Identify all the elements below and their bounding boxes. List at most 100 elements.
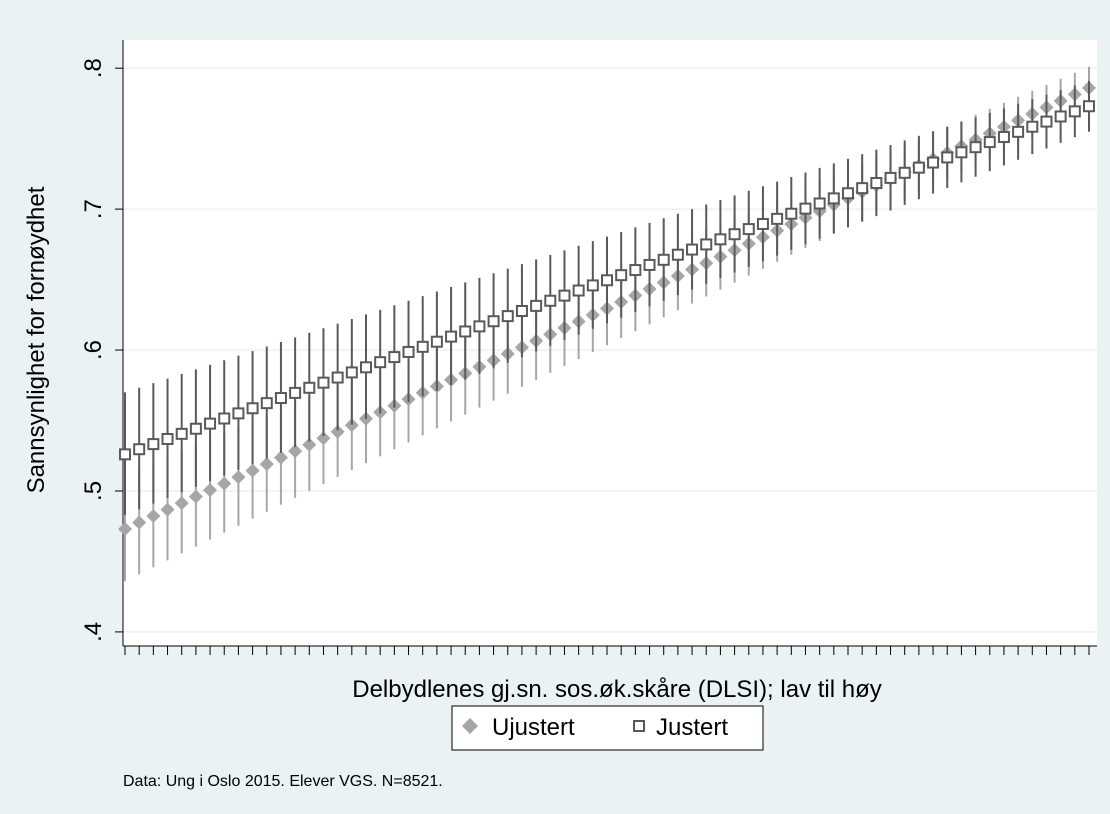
point-0-7	[217, 476, 232, 491]
point-1-60	[969, 141, 982, 154]
x-axis-label: Delbydlenes gj.sn. sos.øk.skåre (DLSI); …	[352, 676, 882, 703]
point-0-1	[132, 515, 147, 530]
point-1-36	[629, 264, 642, 277]
point-1-55	[898, 166, 911, 179]
point-1-56	[912, 161, 925, 174]
point-0-13	[302, 437, 317, 452]
plot-area	[123, 40, 1097, 646]
point-1-57	[927, 156, 940, 169]
series-layer	[118, 66, 1096, 582]
point-1-47	[785, 207, 798, 220]
point-0-10	[259, 457, 274, 472]
y-tick-label-1: .5	[80, 481, 107, 501]
point-1-16	[345, 366, 358, 379]
point-1-27	[501, 310, 514, 323]
point-1-61	[983, 136, 996, 149]
point-1-53	[870, 177, 883, 190]
legend-marker-ujustert	[462, 718, 478, 734]
point-1-0	[119, 448, 131, 461]
point-0-4	[174, 496, 189, 511]
point-1-8	[232, 407, 245, 420]
legend-box	[451, 705, 764, 751]
point-1-15	[331, 371, 344, 384]
point-1-23	[445, 330, 458, 343]
point-1-40	[686, 243, 699, 256]
point-1-39	[671, 248, 684, 261]
point-1-41	[700, 238, 713, 251]
point-1-38	[657, 253, 670, 266]
point-1-67	[1068, 105, 1081, 118]
point-1-37	[643, 258, 656, 271]
point-1-68	[1083, 100, 1095, 113]
point-1-3	[161, 432, 174, 445]
point-0-3	[160, 502, 175, 517]
point-1-1	[133, 443, 146, 456]
point-1-34	[601, 274, 613, 287]
point-1-64	[1026, 120, 1039, 133]
legend-label-justert: Justert	[656, 714, 728, 741]
point-1-26	[487, 315, 500, 328]
gridlines	[123, 67, 1097, 633]
point-1-42	[714, 233, 727, 246]
point-1-46	[771, 212, 784, 225]
point-1-9	[246, 402, 259, 415]
point-1-51	[842, 187, 854, 200]
legend-marker-justert	[633, 720, 645, 732]
point-1-43	[728, 228, 741, 241]
point-1-33	[586, 279, 599, 292]
point-0-9	[245, 463, 260, 478]
y-tick-label-2: .6	[80, 340, 107, 360]
point-1-10	[260, 397, 273, 410]
point-1-20	[402, 345, 415, 358]
point-1-14	[317, 376, 330, 389]
point-1-59	[955, 146, 968, 159]
point-1-50	[827, 192, 840, 205]
point-0-5	[188, 489, 203, 504]
point-1-49	[813, 197, 826, 210]
point-0-16	[344, 418, 359, 433]
point-1-44	[742, 223, 755, 236]
point-1-29	[530, 299, 543, 312]
y-tick-label-4: .8	[80, 58, 107, 78]
point-1-35	[615, 269, 628, 282]
point-1-52	[856, 182, 869, 195]
point-1-28	[515, 305, 528, 318]
point-0-15	[330, 424, 345, 439]
point-1-63	[1012, 125, 1025, 138]
point-0-12	[288, 444, 303, 459]
point-1-24	[459, 325, 472, 338]
y-tick-label-3: .7	[80, 199, 107, 219]
point-1-62	[997, 130, 1010, 143]
point-1-65	[1040, 115, 1053, 128]
point-1-4	[175, 427, 188, 440]
point-1-21	[416, 340, 429, 353]
point-0-8	[231, 470, 246, 485]
point-0-2	[146, 509, 161, 524]
point-1-45	[756, 217, 769, 230]
point-1-31	[558, 289, 571, 302]
point-1-19	[388, 351, 401, 364]
point-1-13	[303, 381, 316, 394]
point-0-6	[203, 483, 218, 498]
point-1-6	[204, 417, 217, 430]
point-1-54	[884, 171, 897, 184]
point-1-22	[430, 335, 443, 348]
point-1-11	[274, 392, 287, 405]
point-0-0	[118, 522, 132, 537]
axis-ticks	[115, 67, 1090, 655]
point-0-14	[316, 431, 331, 446]
legend: Ujustert Justert	[451, 705, 764, 751]
y-tick-labels: .4 .5 .6 .7 .8	[80, 58, 107, 642]
point-1-17	[360, 361, 372, 374]
data-note: Data: Ung i Oslo 2015. Elever VGS. N=852…	[123, 773, 443, 790]
legend-label-ujustert: Ujustert	[492, 714, 575, 741]
point-1-32	[572, 284, 585, 297]
point-1-5	[189, 422, 202, 435]
point-1-12	[289, 386, 302, 399]
point-0-11	[273, 450, 288, 465]
y-tick-label-0: .4	[80, 622, 107, 642]
point-1-7	[218, 412, 231, 425]
point-1-30	[544, 294, 557, 307]
point-1-58	[941, 151, 954, 164]
